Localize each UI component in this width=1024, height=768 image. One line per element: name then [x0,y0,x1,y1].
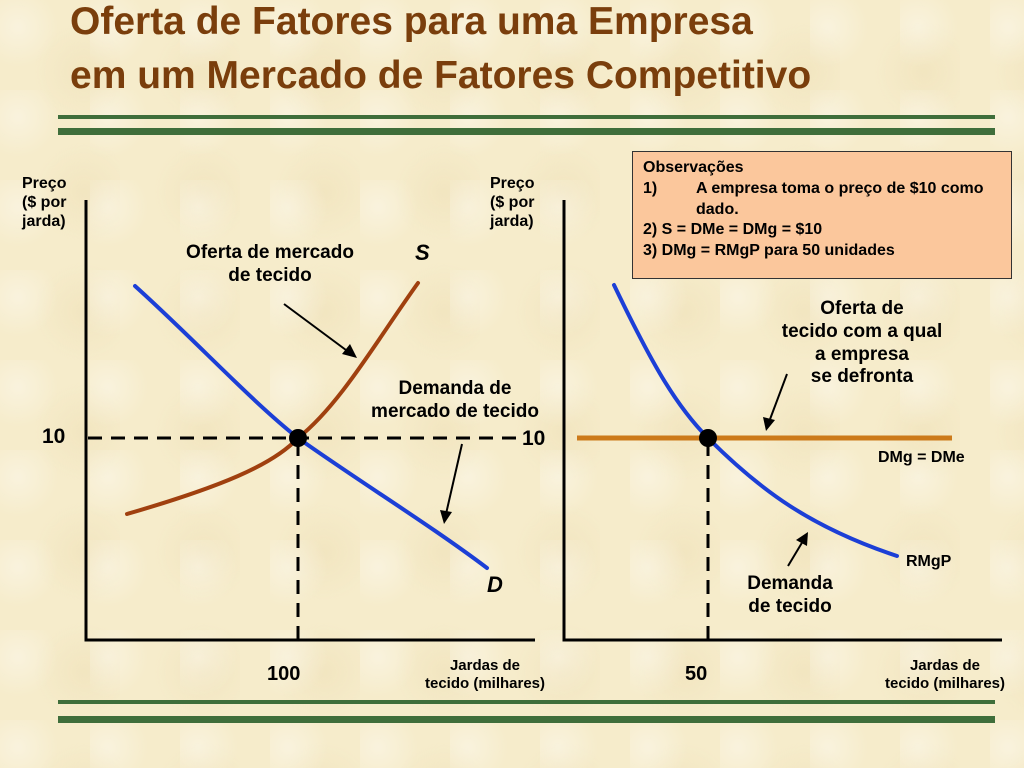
title-divider-top-thick [58,128,995,135]
left-quantity-tick: 100 [267,663,301,685]
demand-annotation-arrow [445,443,463,515]
firm-supply-annotation-arrowhead [763,417,775,431]
footer-divider-thin [58,700,995,704]
observation-item-2: 2) S = DMe = DMg = $10 [643,221,823,239]
observation-item-1-number: 1) [643,179,658,197]
market-supply-annotation: Oferta de mercado de tecido [186,242,354,286]
observations-box: Observações 1) A empresa toma o preço de… [632,151,1012,279]
demand-annotation-arrowhead [440,510,452,524]
firm-supply-annotation-arrow [768,373,788,423]
demand-curve-label: D [487,572,503,597]
observation-item-3: 3) DMg = RMgP para 50 unidades [643,242,895,260]
right-x-axis-label: Jardas de tecido (milhares) [884,657,1006,692]
left-x-axis-label: Jardas de tecido (milhares) [424,657,546,692]
observation-item-1-text: A empresa toma o preço de $10 como dado. [696,179,984,218]
observation-item-1: 1) A empresa toma o preço de $10 como da… [643,179,1001,221]
right-price-tick: 10 [522,427,546,450]
title-divider-top-thin [58,115,995,119]
firm-supply-annotation: Oferta de tecido com a qual a empresa se… [781,298,943,388]
page-title-line-2: em um Mercado de Fatores Competitivo [70,54,812,97]
left-price-tick: 10 [42,425,66,448]
left-panel-graph [84,200,535,642]
right-panel-graph [562,200,1002,642]
observations-heading: Observações [643,159,744,176]
supply-annotation-arrowhead [342,344,357,358]
market-equilibrium-point [289,429,307,447]
market-demand-annotation: Demanda de mercado de tecido [371,378,539,422]
firm-equilibrium-point [699,429,717,447]
right-y-axis-label: Preço ($ por jarda) [490,175,535,231]
rmgp-label: RMgP [906,553,952,570]
supply-annotation-arrow [283,303,351,354]
supply-curve-label: S [415,240,430,265]
left-y-axis-label: Preço ($ por jarda) [22,175,67,231]
firm-demand-annotation-arrowhead [796,532,808,546]
firm-demand-annotation-arrow [787,540,804,567]
dmg-dme-label: DMg = DMe [878,449,965,466]
firm-demand-annotation: Demanda de tecido [747,573,833,617]
right-quantity-tick: 50 [685,663,708,685]
page-title-line-1: Oferta de Fatores para uma Empresa [70,0,753,43]
footer-divider-thick [58,716,995,723]
